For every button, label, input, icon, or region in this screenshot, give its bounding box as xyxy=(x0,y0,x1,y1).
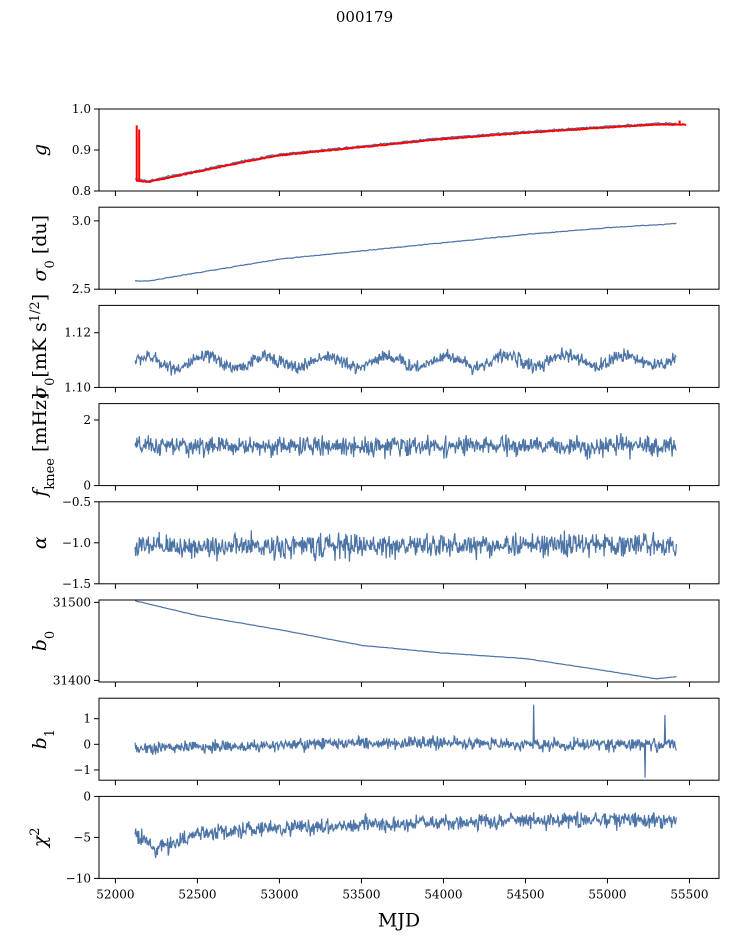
ylabel-fknee: fknee [mHz] xyxy=(29,393,58,499)
g-overlay-spikes xyxy=(135,120,681,181)
panel-frame xyxy=(98,304,720,388)
ytick-label: 2.5 xyxy=(72,282,91,296)
b0-series-line xyxy=(134,600,677,680)
xtick-label: 53500 xyxy=(342,887,380,901)
panel-frame xyxy=(98,599,720,683)
ytick-label: 1.12 xyxy=(64,326,91,340)
ytick-label: 2 xyxy=(83,413,91,427)
panel-frame xyxy=(98,403,720,487)
ylabel-g: g xyxy=(29,144,51,156)
ytick-label: 0 xyxy=(83,737,91,751)
ytick-label: 1.10 xyxy=(64,380,91,394)
panel-fknee: 0 2 fknee [mHz] xyxy=(29,393,720,499)
panel-frame xyxy=(98,108,720,192)
ytick-label: −10 xyxy=(66,871,91,885)
chi2-series-line xyxy=(134,810,677,859)
xtick-label: 54000 xyxy=(424,887,462,901)
chart-panels: 0.8 0.9 1.0 g 2.5 3.0 σ0 [du] 1.10 1.12 σ0[mK s1/… xyxy=(28,102,720,885)
xtick-label: 55000 xyxy=(588,887,626,901)
ytick-label: 31500 xyxy=(53,595,91,609)
xtick-label: 52500 xyxy=(178,887,216,901)
ylabel-chi2: χ2 xyxy=(28,828,52,850)
xtick-label: 55500 xyxy=(670,887,708,901)
ytick-label: −5 xyxy=(73,830,91,844)
alpha-series-line xyxy=(134,530,677,562)
ylabel-b0: b0 xyxy=(29,631,58,651)
xtick-label: 54500 xyxy=(506,887,544,901)
ytick-label: 31400 xyxy=(53,673,91,687)
panel-alpha: −1.5 −1.0 −0.5 α xyxy=(29,495,720,591)
ylabel-sigma0-du: σ0 [du] xyxy=(29,215,58,282)
g-overlay-line xyxy=(135,123,687,183)
figure-title: 000179 xyxy=(335,8,394,26)
panel-sigma0-du: 2.5 3.0 σ0 [du] xyxy=(29,206,720,296)
ytick-label: 1.0 xyxy=(72,102,91,116)
ytick-label: 0 xyxy=(83,789,91,803)
ytick-label: 0 xyxy=(83,479,91,493)
fknee-series-line xyxy=(134,432,677,460)
ytick-label: −1.5 xyxy=(62,577,91,591)
ylabel-alpha: α xyxy=(29,536,51,549)
ytick-label: −1 xyxy=(73,763,91,777)
ytick-label: 1 xyxy=(83,712,91,726)
panel-chi2: −10 −5 0 χ2 xyxy=(28,789,720,885)
g-series-line xyxy=(134,121,677,182)
ytick-label: 3.0 xyxy=(72,214,91,228)
panel-frame xyxy=(98,206,720,290)
panel-sigma0-mk: 1.10 1.12 σ0[mK s1/2] xyxy=(28,294,720,399)
panel-g: 0.8 0.9 1.0 g xyxy=(29,102,720,198)
xtick-label: 52000 xyxy=(96,887,134,901)
xtick-label: 53000 xyxy=(260,887,298,901)
ytick-label: 0.9 xyxy=(72,143,91,157)
ylabel-b1: b1 xyxy=(29,729,58,749)
panel-b0: 31400 31500 b0 xyxy=(29,595,720,687)
b1-series-line xyxy=(134,704,677,778)
ytick-label: 0.8 xyxy=(72,184,91,198)
sigma0-mk-series-line xyxy=(134,347,677,376)
x-axis: 52000 52500 53000 53500 54000 54500 55000 55500… xyxy=(96,887,708,931)
ytick-label: −1.0 xyxy=(62,536,91,550)
panel-frame xyxy=(98,697,720,781)
x-axis-label: MJD xyxy=(378,909,420,931)
ylabel-sigma0-mk: σ0[mK s1/2] xyxy=(28,294,58,399)
panel-b1: −1 0 1 b1 xyxy=(29,697,720,786)
ytick-label: −0.5 xyxy=(62,495,91,509)
sigma0-du-series-line xyxy=(134,222,677,282)
